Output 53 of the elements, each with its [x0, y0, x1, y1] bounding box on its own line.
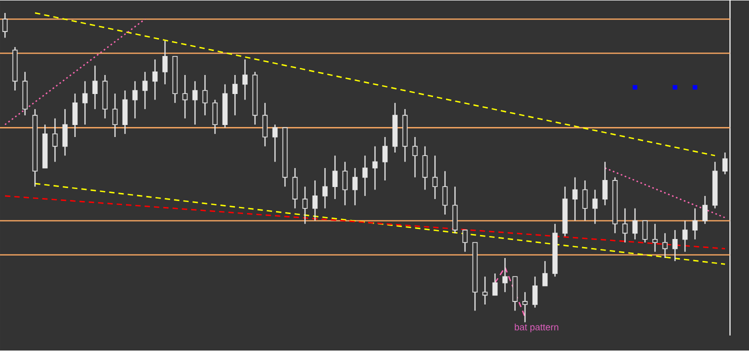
candlestick: [422, 146, 428, 191]
candlestick: [92, 65, 98, 110]
candlestick: [722, 152, 728, 176]
candlestick: [182, 74, 188, 120]
text: bat pattern: [514, 324, 558, 332]
candlestick: [332, 155, 338, 200]
candlestick: [322, 168, 328, 210]
candlestick: [262, 102, 268, 148]
candlestick: [482, 276, 488, 306]
candlestick: [62, 108, 68, 156]
candlestick: [352, 168, 358, 206]
candlestick: [362, 155, 368, 197]
candlestick: [652, 224, 658, 253]
candlestick: [692, 208, 698, 240]
candlestick: [532, 276, 538, 308]
candlestick: [132, 80, 138, 120]
candlestick: [632, 208, 638, 240]
candlestick: [242, 59, 248, 101]
candlestick: [442, 170, 448, 216]
candlestick: [52, 118, 58, 163]
candlestick: [602, 161, 608, 206]
candlestick: [702, 196, 708, 225]
candlestick: [682, 220, 688, 253]
candlestick: [112, 93, 118, 138]
candlestick: [292, 168, 298, 210]
candlestick: [672, 230, 678, 262]
candlestick: [382, 136, 388, 182]
candlestick: [192, 80, 198, 126]
candlestick: [72, 93, 78, 138]
candlestick: [582, 180, 588, 222]
candlestick: [272, 124, 278, 163]
candlestick: [212, 99, 218, 135]
candlestick: [342, 161, 348, 206]
candlestick: [492, 273, 498, 296]
candlestick: [462, 230, 468, 253]
candlestick: [432, 155, 438, 200]
candlestick: [152, 59, 158, 101]
candlestick: [412, 136, 418, 178]
candlestick: [662, 232, 668, 259]
candlestick: [232, 74, 238, 116]
candlestick: [162, 40, 168, 86]
candlestick: [312, 180, 318, 222]
candlestick: [622, 208, 628, 244]
candlestick: [542, 260, 548, 287]
candlestick: [642, 220, 648, 244]
candlestick: [502, 258, 508, 293]
candlestick: [372, 146, 378, 191]
candlestick: [142, 72, 148, 110]
candlestick: [202, 74, 208, 116]
candlestick: [302, 186, 308, 225]
candlestick: [82, 80, 88, 126]
candlestick: [592, 189, 598, 225]
candlestick: [572, 176, 578, 222]
